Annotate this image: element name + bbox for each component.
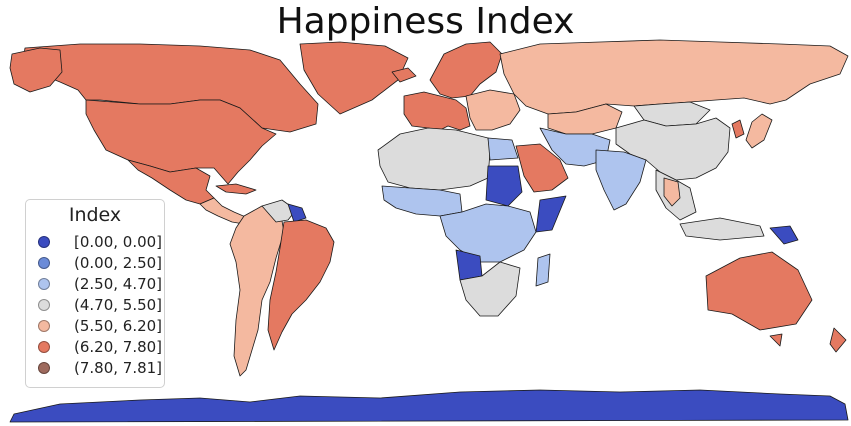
legend-item: [0.00, 0.00] xyxy=(38,232,162,252)
region-egypt xyxy=(487,137,519,161)
legend-item: (2.50, 4.70] xyxy=(38,274,162,294)
region-tasmania xyxy=(769,333,783,347)
legend-swatch xyxy=(38,341,50,353)
map-title: Happiness Index xyxy=(276,1,575,42)
region-western-europe xyxy=(403,91,471,131)
legend-swatch xyxy=(38,362,50,374)
region-madagascar xyxy=(535,253,551,287)
region-iceland xyxy=(391,67,417,83)
legend-label: (0.00, 2.50] xyxy=(74,254,163,272)
region-arabia xyxy=(515,143,569,193)
region-new-zealand xyxy=(829,327,847,353)
region-cuba xyxy=(215,183,257,195)
legend-item: (6.20, 7.80] xyxy=(38,337,162,357)
region-guianas xyxy=(287,203,307,223)
region-nordic xyxy=(429,41,503,99)
region-somalia xyxy=(535,195,567,233)
region-southern-africa xyxy=(459,261,521,317)
legend: Index [0.00, 0.00] (0.00, 2.50] (2.50, 4… xyxy=(25,199,165,388)
region-north-africa xyxy=(377,127,491,191)
region-alaska xyxy=(9,47,63,93)
region-indonesia xyxy=(679,217,765,241)
region-united-states xyxy=(85,99,277,185)
region-central-africa xyxy=(439,203,537,263)
region-greenland xyxy=(299,41,409,115)
region-thailand xyxy=(663,177,681,207)
region-west-africa xyxy=(381,185,463,217)
legend-label: (4.70, 5.50] xyxy=(74,296,163,314)
region-brazil xyxy=(267,219,335,351)
legend-label: (2.50, 4.70] xyxy=(74,275,163,293)
legend-item: (4.70, 5.50] xyxy=(38,295,162,315)
region-eastern-europe xyxy=(465,89,521,131)
region-australia xyxy=(705,251,813,331)
region-korea xyxy=(731,119,745,139)
legend-swatch xyxy=(38,257,50,269)
region-papua-new-guinea xyxy=(769,225,799,245)
legend-label: (5.50, 6.20] xyxy=(74,317,163,335)
legend-swatch xyxy=(38,278,50,290)
legend-item: (5.50, 6.20] xyxy=(38,316,162,336)
legend-label: (6.20, 7.80] xyxy=(74,338,163,356)
legend-item: (7.80, 7.81] xyxy=(38,358,162,378)
legend-label: [0.00, 0.00] xyxy=(74,233,163,251)
legend-swatch xyxy=(38,320,50,332)
legend-title: Index xyxy=(68,204,122,226)
legend-swatch xyxy=(38,299,50,311)
region-sudan xyxy=(485,165,523,207)
region-india xyxy=(595,149,647,211)
legend-label: (7.80, 7.81] xyxy=(74,359,163,377)
region-antarctica xyxy=(9,389,849,423)
region-japan xyxy=(745,113,773,149)
legend-swatch xyxy=(38,236,50,248)
legend-item: (0.00, 2.50] xyxy=(38,253,162,273)
region-russia xyxy=(499,39,849,115)
